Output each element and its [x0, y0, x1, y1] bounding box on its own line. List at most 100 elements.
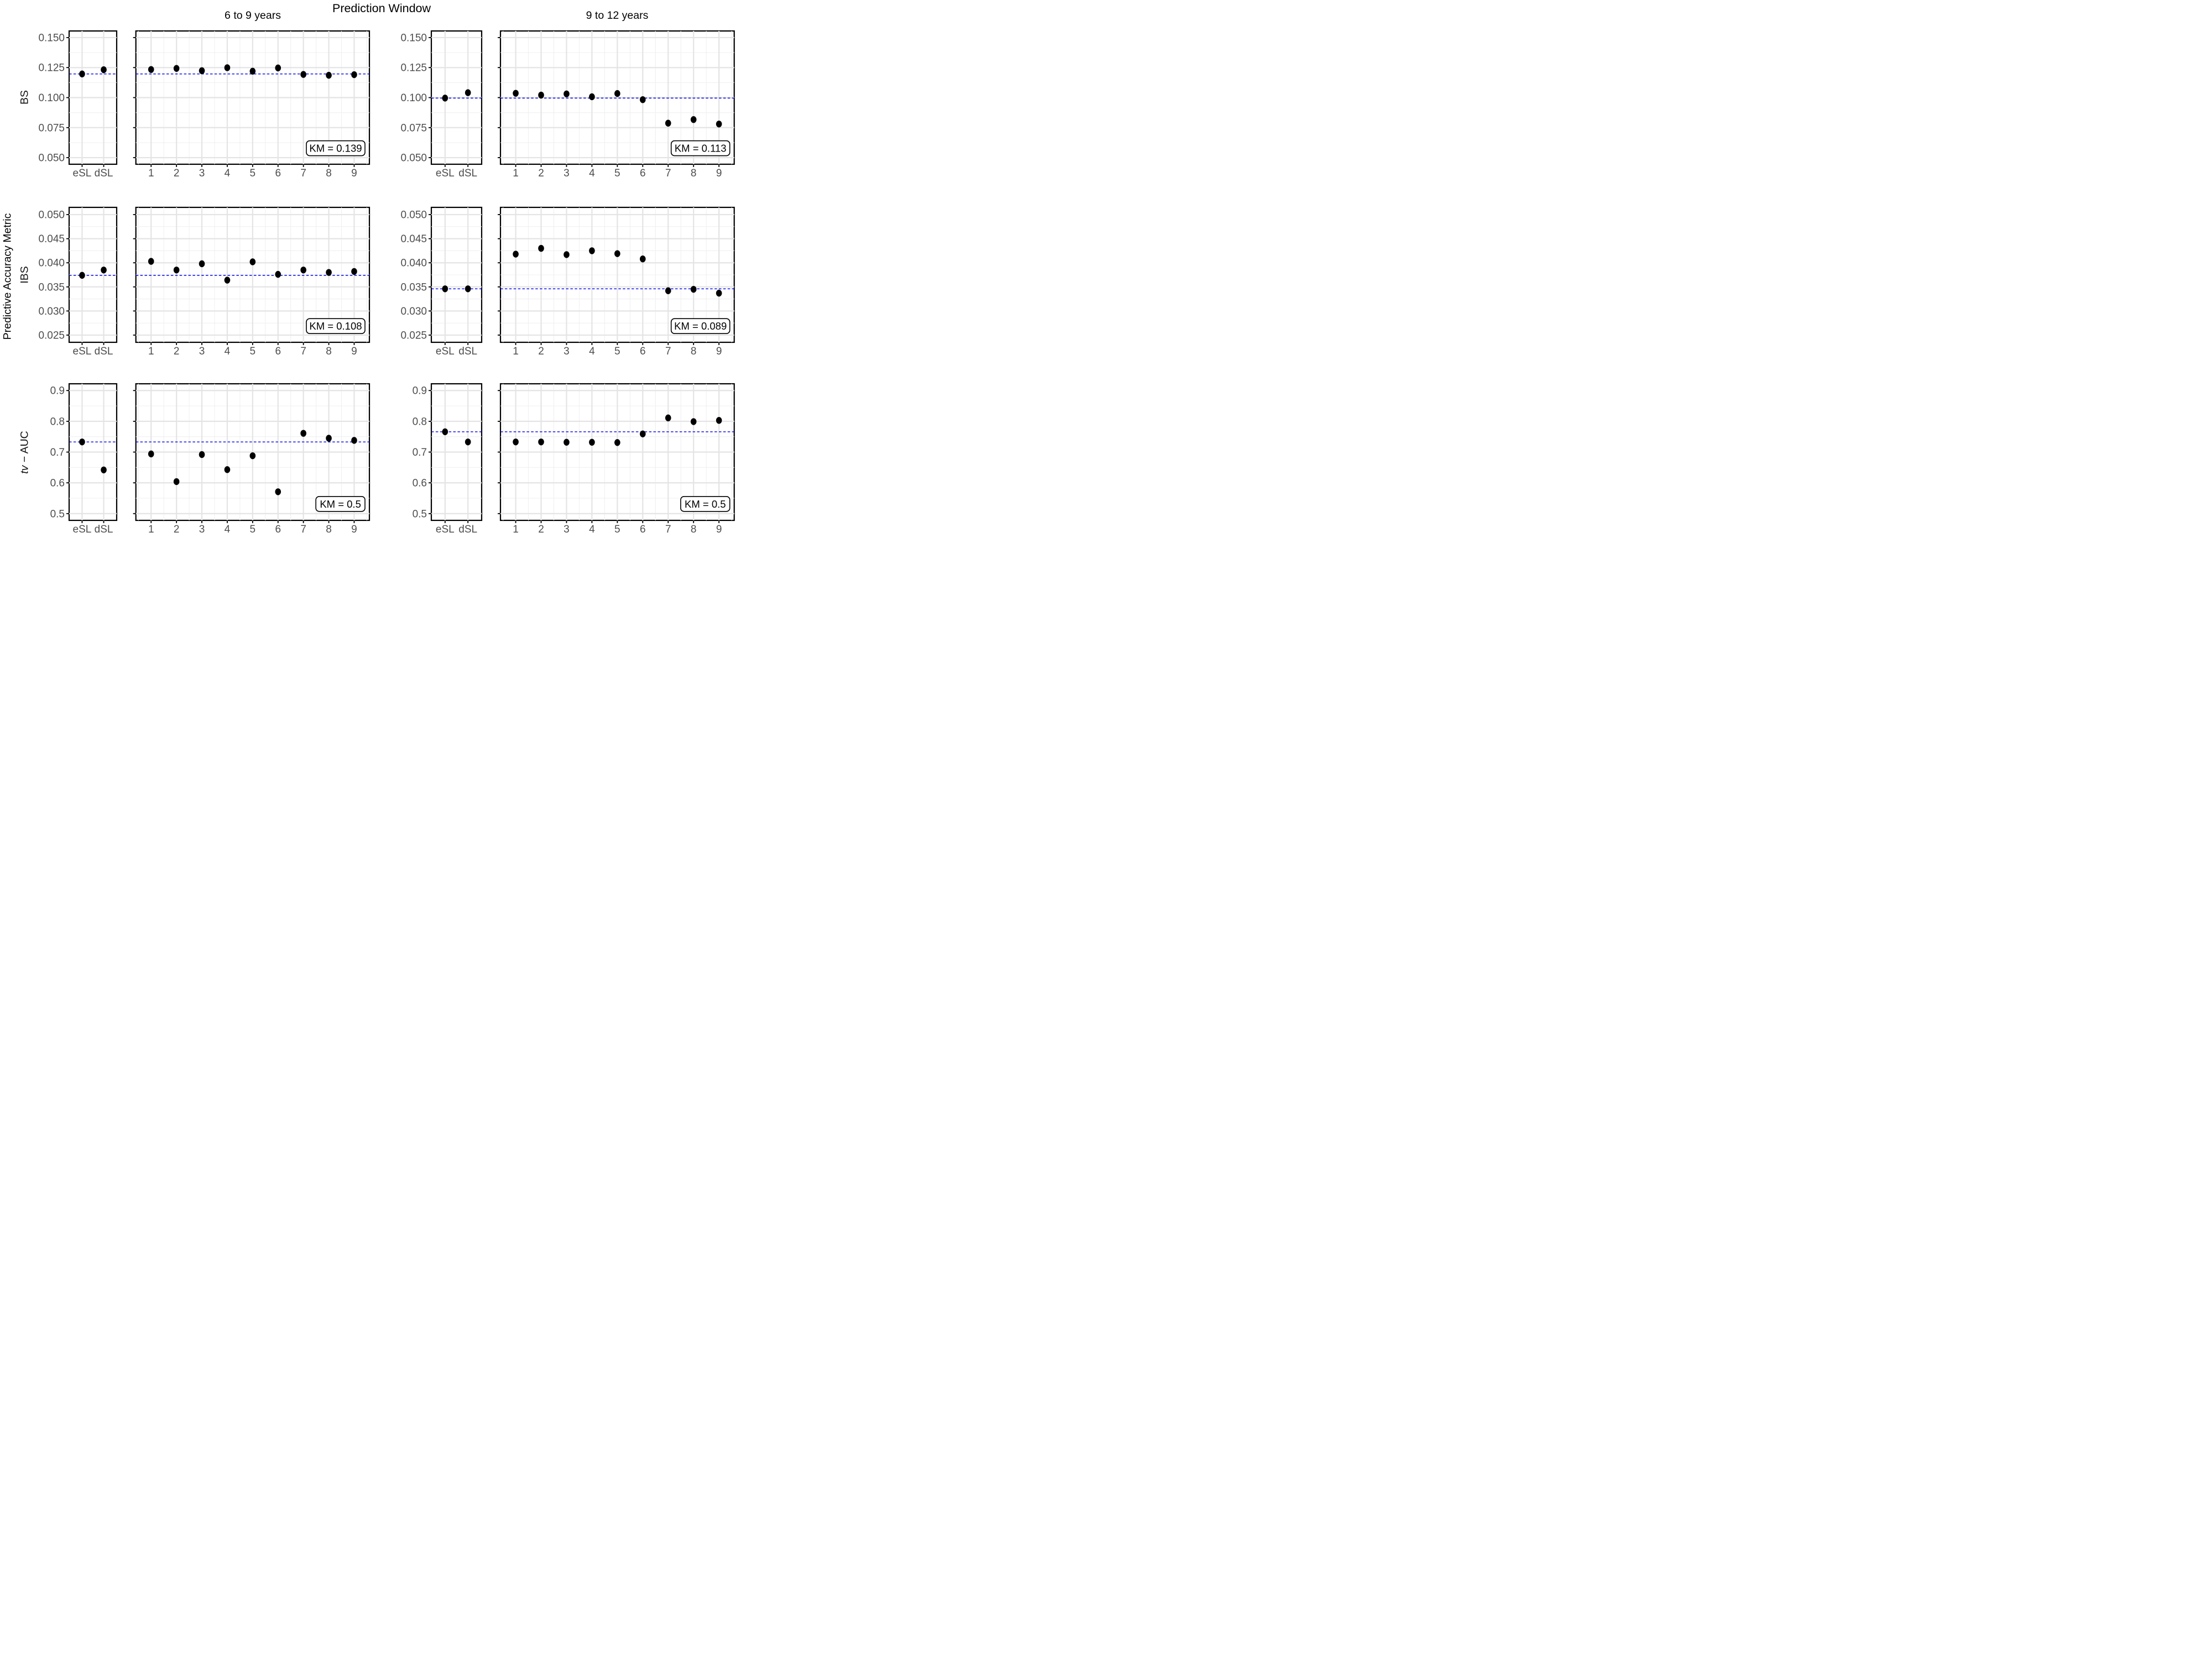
x-tick-label: 7 — [665, 346, 671, 357]
x-tick-label: eSL — [436, 524, 455, 535]
x-tick-label: 6 — [275, 524, 281, 535]
y-tick-label: 0.050 — [38, 153, 65, 164]
data-point — [326, 269, 332, 276]
data-point — [351, 268, 357, 275]
x-tick-label: 3 — [564, 524, 570, 535]
x-tick-label: 2 — [174, 168, 180, 179]
x-tick-label: 6 — [640, 168, 646, 179]
data-point — [465, 285, 471, 293]
x-tick-label: 8 — [326, 524, 332, 535]
data-point — [101, 66, 107, 74]
data-point — [665, 287, 671, 294]
x-tick-label: 9 — [351, 346, 357, 357]
x-tick-label: dSL — [95, 524, 113, 535]
data-point — [79, 70, 85, 77]
data-point — [351, 71, 357, 79]
data-point — [442, 428, 448, 435]
x-tick-label: 7 — [300, 524, 306, 535]
y-tick-label: 0.040 — [38, 258, 65, 269]
x-tick-label: dSL — [458, 524, 477, 535]
data-point — [300, 71, 306, 78]
data-point — [199, 260, 205, 268]
x-tick-label: 1 — [513, 524, 519, 535]
x-tick-label: 5 — [250, 346, 256, 357]
x-tick-label: 9 — [716, 168, 722, 179]
km-badge-label: KM = 0.108 — [309, 320, 362, 332]
x-tick-label: 8 — [326, 168, 332, 179]
data-point — [589, 247, 595, 254]
data-point — [224, 276, 231, 284]
y-tick-label: 0.025 — [38, 330, 65, 341]
x-tick-label: 9 — [351, 168, 357, 179]
y-tick-label: 0.050 — [38, 210, 65, 221]
x-tick-label: 1 — [148, 346, 154, 357]
data-point — [639, 430, 646, 437]
data-point — [300, 430, 306, 437]
x-tick-label: 1 — [148, 524, 154, 535]
x-tick-label: 5 — [614, 346, 620, 357]
y-tick-label: 0.7 — [50, 447, 65, 458]
x-tick-label: 2 — [538, 346, 544, 357]
data-point — [665, 414, 671, 421]
data-point — [589, 439, 595, 446]
x-tick-label: dSL — [95, 346, 113, 357]
data-point — [79, 272, 85, 279]
x-tick-label: 4 — [225, 346, 231, 357]
y-tick-label: 0.075 — [38, 122, 65, 134]
y-tick-label: 0.050 — [400, 210, 427, 221]
x-tick-label: 8 — [691, 524, 697, 535]
x-tick-label: 6 — [275, 346, 281, 357]
page-title: Prediction Window — [332, 2, 431, 15]
data-point — [249, 258, 256, 265]
data-point — [538, 91, 544, 99]
x-tick-label: dSL — [95, 168, 113, 179]
x-tick-label: 4 — [225, 168, 231, 179]
x-tick-label: 1 — [513, 168, 519, 179]
data-point — [275, 270, 281, 278]
x-tick-label: eSL — [436, 168, 455, 179]
x-tick-label: eSL — [73, 524, 92, 535]
x-tick-label: 3 — [199, 524, 205, 535]
km-badge — [670, 140, 731, 156]
x-tick-label: 5 — [250, 524, 256, 535]
y-tick-label: 0.9 — [50, 385, 65, 397]
x-tick-label: 7 — [665, 168, 671, 179]
data-point — [101, 466, 107, 473]
data-point — [564, 90, 570, 97]
y-tick-label: 0.150 — [400, 32, 427, 44]
x-tick-label: 2 — [538, 524, 544, 535]
data-point — [614, 90, 620, 97]
data-point — [101, 267, 107, 274]
x-tick-label: 9 — [716, 524, 722, 535]
data-point — [690, 285, 697, 293]
x-tick-label: 1 — [513, 346, 519, 357]
km-badge — [306, 318, 366, 335]
x-tick-label: 8 — [326, 346, 332, 357]
data-point — [465, 89, 471, 96]
data-point — [513, 251, 519, 258]
data-point — [275, 488, 281, 495]
data-point — [513, 438, 519, 446]
data-point — [538, 438, 544, 446]
data-point — [326, 71, 332, 79]
km-badge — [315, 496, 366, 512]
data-point — [79, 438, 85, 446]
x-tick-label: 2 — [174, 346, 180, 357]
km-badge-label: KM = 0.089 — [674, 320, 727, 332]
data-point — [249, 452, 256, 460]
km-badge-label: KM = 0.5 — [685, 498, 726, 510]
x-tick-label: 7 — [300, 168, 306, 179]
x-tick-label: 6 — [640, 524, 646, 535]
x-tick-label: 3 — [199, 168, 205, 179]
data-point — [716, 417, 722, 424]
data-point — [690, 418, 697, 425]
facet-header-9-to-12-years: 9 to 12 years — [586, 9, 649, 22]
km-badge — [306, 140, 366, 156]
data-point — [224, 64, 231, 71]
x-tick-label: 5 — [614, 168, 620, 179]
data-point — [564, 251, 570, 258]
data-point — [639, 255, 646, 263]
x-tick-label: 4 — [589, 346, 595, 357]
data-point — [224, 466, 231, 473]
